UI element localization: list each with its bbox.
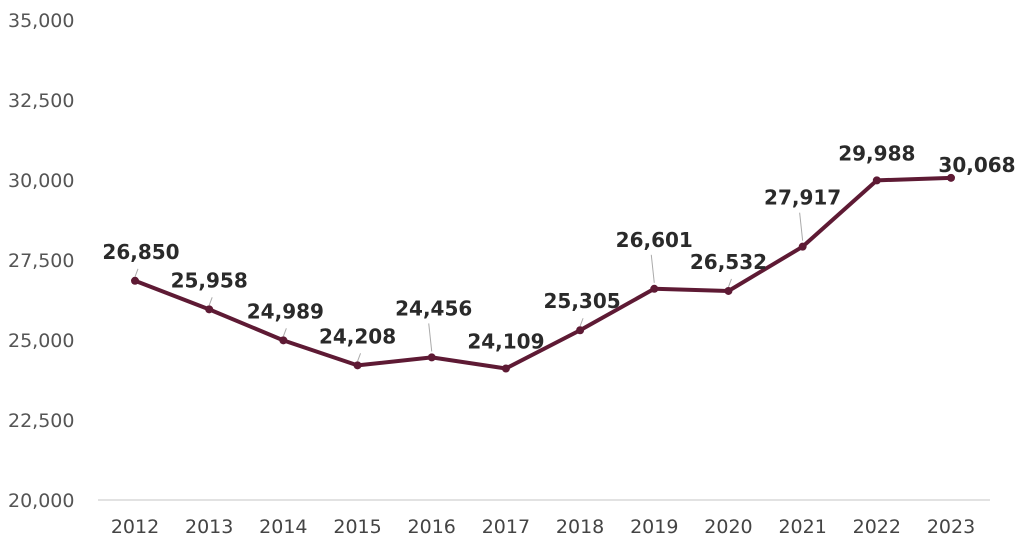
x-tick-label: 2023 xyxy=(927,516,975,538)
data-point[interactable] xyxy=(650,284,659,293)
x-tick-label: 2016 xyxy=(408,516,456,538)
data-label: 25,958 xyxy=(171,268,248,292)
y-axis: 20,000 22,500 25,000 27,500 30,000 32,500 35,0… xyxy=(8,10,74,512)
data-label: 26,850 xyxy=(102,240,179,264)
leader-line xyxy=(799,212,804,241)
leader-lines xyxy=(134,212,804,362)
data-point[interactable] xyxy=(205,305,214,314)
data-label: 24,109 xyxy=(467,330,544,354)
data-point[interactable] xyxy=(131,276,139,285)
y-tick-label: 20,000 xyxy=(8,490,74,512)
data-point[interactable] xyxy=(279,336,288,345)
y-tick-label: 25,000 xyxy=(8,330,74,352)
data-label: 27,917 xyxy=(764,186,841,210)
data-label: 29,988 xyxy=(838,141,915,165)
data-point[interactable] xyxy=(872,176,881,185)
x-tick-label: 2021 xyxy=(778,516,826,538)
y-tick-label: 35,000 xyxy=(8,10,74,32)
data-point[interactable] xyxy=(501,364,510,373)
x-tick-label: 2012 xyxy=(111,516,159,538)
data-point[interactable] xyxy=(353,361,362,370)
x-tick-label: 2014 xyxy=(259,516,307,538)
data-points xyxy=(131,173,955,373)
leader-line xyxy=(208,297,213,306)
data-label: 24,456 xyxy=(395,296,472,320)
data-point[interactable] xyxy=(576,326,585,335)
data-point[interactable] xyxy=(947,173,955,182)
leader-line xyxy=(428,323,433,352)
x-tick-label: 2020 xyxy=(704,516,752,538)
leader-line xyxy=(282,328,287,337)
data-label: 24,208 xyxy=(319,324,396,348)
leader-line xyxy=(357,353,362,362)
data-label: 30,068 xyxy=(938,153,1015,177)
leader-line xyxy=(579,318,584,327)
x-tick-label: 2015 xyxy=(333,516,381,538)
x-tick-label: 2017 xyxy=(482,516,530,538)
y-tick-label: 22,500 xyxy=(8,410,74,432)
data-label: 26,601 xyxy=(616,228,693,252)
data-point[interactable] xyxy=(724,286,733,295)
x-tick-label: 2022 xyxy=(853,516,901,538)
x-axis: 2012 2013 2014 2015 2016 2017 2018 2019 2020 2021… xyxy=(111,516,975,538)
data-label: 26,532 xyxy=(690,250,767,274)
x-tick-label: 2013 xyxy=(185,516,233,538)
data-label: 25,305 xyxy=(543,289,620,313)
series-line xyxy=(133,175,953,371)
x-tick-label: 2019 xyxy=(630,516,678,538)
data-point[interactable] xyxy=(798,242,807,251)
data-point[interactable] xyxy=(427,353,436,362)
y-tick-label: 30,000 xyxy=(8,170,74,192)
data-label: 24,989 xyxy=(247,299,324,323)
leader-line xyxy=(134,268,139,277)
y-tick-label: 32,500 xyxy=(8,90,74,112)
x-tick-label: 2018 xyxy=(556,516,604,538)
y-tick-label: 27,500 xyxy=(8,250,74,272)
leader-line xyxy=(650,254,655,283)
leader-line xyxy=(727,278,732,288)
